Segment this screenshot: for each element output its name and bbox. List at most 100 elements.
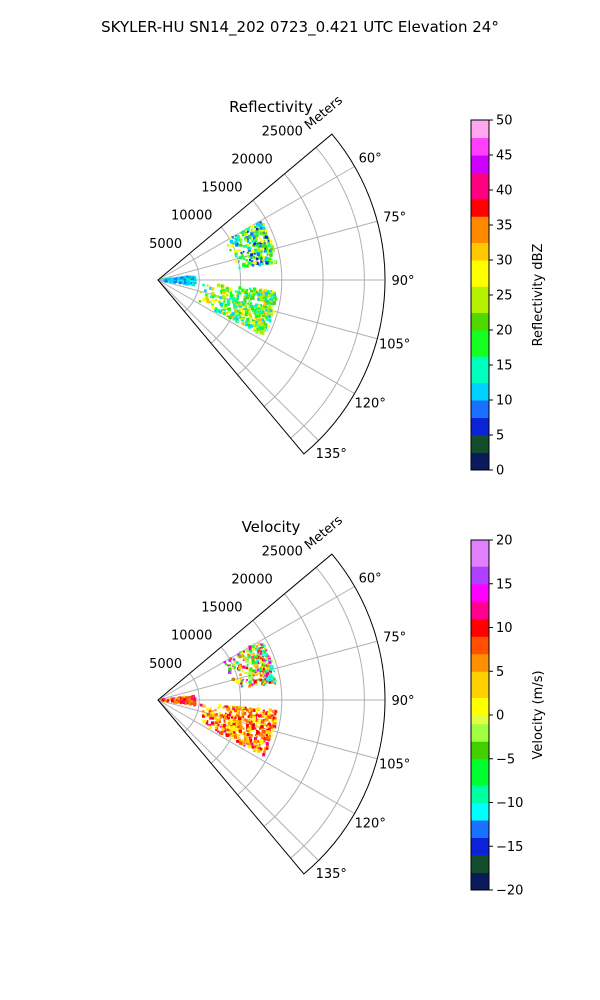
echo-gate [241,739,245,742]
echo-gate [225,722,228,725]
colorbar-segment [471,207,489,217]
echo-gate [242,322,245,325]
colorbar-label: Velocity (m/s) [531,670,546,759]
echo-gate [253,326,257,331]
echo-gate [231,300,234,303]
angular-tick-label: 90° [391,274,414,289]
colorbar-segment [471,417,489,427]
echo-gate [268,676,271,679]
echo-gate [199,703,203,707]
radial-tick-label: 20000 [231,152,272,167]
echo-gate [236,297,239,301]
echo-gate [249,324,253,328]
echo-gate [231,716,234,719]
echo-gate [236,294,240,298]
colorbar-segment [471,671,489,681]
echo-gate [252,228,255,232]
echo-gate [228,724,231,727]
echo-gate [267,247,271,250]
colorbar-segment [471,233,489,243]
echo-gate [245,671,247,674]
echo-gate [237,737,240,740]
echo-gate [253,316,258,321]
echo-gate [255,291,258,294]
echo-gate [257,750,260,753]
echo-gate [190,699,194,704]
colorbar-segment [471,627,489,637]
echo-gate [235,243,239,247]
echo-gate [235,292,238,295]
echo-gate [241,232,245,237]
echo-gate [253,663,257,668]
echo-gate [229,657,233,660]
echo-gate [242,734,245,737]
radial-gridline [237,620,283,796]
echo-gate [216,283,221,288]
colorbar-segment [471,137,489,147]
echo-gate [233,731,236,734]
echo-gate [246,243,248,246]
echo-gate [230,243,234,247]
echo-gate [167,280,170,282]
echo-gate [241,682,244,685]
echo-gate [262,231,266,235]
echo-gate [256,233,259,237]
echo-gate [272,290,275,294]
echo-gate [245,264,249,268]
echo-gate [203,713,207,716]
echo-gate [252,293,256,296]
echo-gate [255,320,258,324]
echo-gate [251,661,255,665]
echo-gate [238,720,242,724]
echo-gate [242,323,245,326]
echo-gate [265,734,268,737]
radial-gridline [237,200,283,376]
echo-gate [264,298,268,302]
echo-gate [205,293,208,296]
echo-gate [270,732,273,735]
echo-gate [183,281,187,284]
echo-gate [255,227,259,231]
echo-gate [252,298,255,301]
echo-gate [256,678,259,681]
echo-gate [263,240,266,242]
echo-gate [223,715,227,718]
echo-gate [254,248,257,252]
echo-gate [228,664,232,667]
angular-tick-label: 105° [379,757,410,772]
echo-gate [237,736,240,739]
echo-gate [256,680,259,683]
echo-gate [254,292,258,295]
echo-gate [238,304,242,308]
echo-gate [249,728,252,731]
echo-gate [191,695,194,698]
echo-gate [177,278,181,283]
echo-gate [236,290,240,294]
echo-gate [265,649,268,652]
echo-gate [227,307,231,311]
echo-gate [242,731,246,735]
echo-gate [239,664,241,666]
echo-gate [238,314,241,317]
radial-tick-label: 15000 [201,181,242,196]
echo-gate [256,671,260,675]
echo-gate [238,286,242,290]
echo-gate [225,705,228,708]
echo-gate [266,718,269,722]
echo-gate [257,307,259,309]
echo-gate [242,678,245,681]
echo-gate [265,293,268,297]
echo-gate [259,675,262,678]
echo-gate [254,234,258,238]
echo-gate [206,720,209,722]
echo-gate [218,711,222,715]
echo-gate [255,244,259,247]
echo-gate [263,647,267,650]
echo-gate [223,660,227,664]
echo-gate [185,701,187,704]
echo-gate [266,241,269,244]
echo-gate [271,723,274,726]
echo-gate [268,670,272,673]
colorbar-segment [471,688,489,698]
colorbar-tick-label: 45 [496,149,513,164]
